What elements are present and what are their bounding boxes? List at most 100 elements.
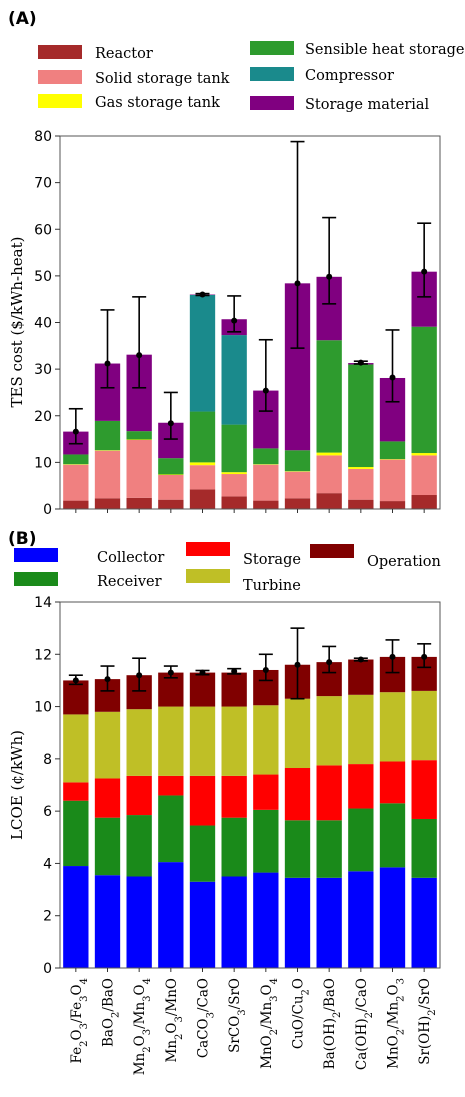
bar-segment-turbine <box>94 711 121 779</box>
legend-label: Storage material <box>305 97 430 113</box>
y-tick-label: 4 <box>43 856 52 872</box>
plot-frame <box>59 601 441 969</box>
bar-segment-reactor <box>126 497 152 509</box>
bar-segment-collector <box>284 877 311 968</box>
bar-segment-reactor <box>411 495 437 509</box>
bar-segment-sensible-heat-storage <box>221 424 247 473</box>
bar-segment-collector <box>253 872 279 968</box>
legend-swatch-sensible-heat-storage <box>250 41 294 55</box>
mean-point <box>231 668 238 675</box>
error-bar <box>290 140 305 349</box>
mean-point <box>421 653 428 660</box>
panel-label: (B) <box>8 529 37 549</box>
mean-point <box>72 677 79 684</box>
x-tick-label: MnO2/Mn3O4 <box>259 978 280 1069</box>
y-tick-label: 6 <box>43 804 52 820</box>
error-bar <box>195 669 210 676</box>
y-tick-label: 14 <box>34 595 52 611</box>
bar-segment-gas-storage-tank <box>221 472 247 475</box>
y-tick-label: 2 <box>43 909 52 925</box>
bar-segment-turbine <box>158 706 184 776</box>
bar-segment-operation <box>63 680 89 715</box>
x-tick-label: CaCO3/CaO <box>196 978 217 1058</box>
bar-segment-compressor <box>189 294 216 412</box>
x-tick-label: Sr(OH)2/SrO <box>417 978 438 1065</box>
error-bar <box>132 296 147 389</box>
legend-swatch-reactor <box>38 45 82 59</box>
bar-segment-sensible-heat-storage <box>189 411 216 463</box>
bar-segment-collector <box>63 866 89 968</box>
mean-point <box>357 656 364 663</box>
y-tick-label: 0 <box>43 502 52 518</box>
legend-swatch-turbine <box>186 569 230 583</box>
legend-label: Gas storage tank <box>95 95 220 111</box>
bar-segment-solid-storage-tank <box>189 465 216 490</box>
x-tick-label: Ca(OH)2/CaO <box>354 978 375 1070</box>
legend-label: Operation <box>367 554 441 570</box>
bar-segment-reactor <box>348 499 374 509</box>
x-tick-label: Mn2O3/MnO <box>164 978 185 1063</box>
bar-segment-turbine <box>221 706 247 776</box>
error-bar <box>353 656 368 663</box>
mean-point <box>389 653 396 660</box>
bar-segment-storage <box>348 764 374 809</box>
x-tick-label: CuO/Cu2O <box>291 978 312 1049</box>
legend-swatch-solid-storage-tank <box>38 70 82 84</box>
error-bar <box>385 639 400 674</box>
bar-segment-reactor <box>316 493 342 509</box>
mean-point <box>136 352 143 359</box>
bar-segment-solid-storage-tank <box>94 450 121 499</box>
bar-segment-storage <box>126 775 152 816</box>
legend-label: Compressor <box>305 68 394 84</box>
bar-segment-turbine <box>63 714 89 783</box>
bar-segment-collector <box>94 875 121 968</box>
bar-segment-collector <box>411 877 437 968</box>
mean-point <box>262 387 269 394</box>
mean-point <box>326 659 333 666</box>
mean-point <box>104 676 111 683</box>
mean-point <box>104 360 111 367</box>
mean-point <box>357 359 364 366</box>
bar-segment-receiver <box>221 817 247 877</box>
bar-segment-solid-storage-tank <box>63 464 89 501</box>
error-bar <box>68 407 83 445</box>
y-axis-title: LCOE (¢/kWh) <box>8 730 26 840</box>
legend-label: Solid storage tank <box>95 71 230 87</box>
mean-point <box>136 672 143 679</box>
y-tick-label: 30 <box>34 362 52 378</box>
bar-segment-compressor <box>221 335 247 425</box>
bar-segment-reactor <box>94 498 121 509</box>
y-tick-label: 70 <box>34 176 52 192</box>
bar-segment-receiver <box>189 825 216 882</box>
mean-point <box>294 661 301 668</box>
bar-segment-reactor <box>379 501 406 509</box>
bar-segment-collector <box>126 876 152 968</box>
mean-point <box>199 291 206 298</box>
error-bar <box>100 665 115 692</box>
bar-segment-operation <box>348 659 374 695</box>
error-bar <box>100 309 115 389</box>
bar-segment-reactor <box>158 499 184 509</box>
legend-label: Turbine <box>243 578 301 594</box>
bar-segment-collector <box>158 862 184 968</box>
x-tick-label: Fe2O3/Fe3O4 <box>69 978 90 1063</box>
bar-segment-reactor <box>284 498 311 509</box>
bar-segment-turbine <box>348 694 374 765</box>
bar-segment-solid-storage-tank <box>379 459 406 502</box>
x-tick-label: Mn2O3/Mn3O4 <box>132 978 153 1075</box>
mean-point <box>167 669 174 676</box>
panel-label: (A) <box>8 9 37 29</box>
bar-segment-solid-storage-tank <box>126 439 152 498</box>
mean-point <box>231 317 238 324</box>
bar-segment-receiver <box>411 818 437 878</box>
error-bar <box>68 674 83 686</box>
bar-segment-sensible-heat-storage <box>94 420 121 451</box>
legend-swatch-receiver <box>14 572 58 586</box>
bar-segment-sensible-heat-storage <box>284 450 311 472</box>
bar-segment-storage <box>253 774 279 810</box>
bar-segment-turbine <box>284 698 311 769</box>
legend-swatch-gas-storage-tank <box>38 94 82 108</box>
mean-point <box>389 374 396 381</box>
bar-segment-gas-storage-tank <box>316 452 342 456</box>
mean-point <box>326 273 333 280</box>
